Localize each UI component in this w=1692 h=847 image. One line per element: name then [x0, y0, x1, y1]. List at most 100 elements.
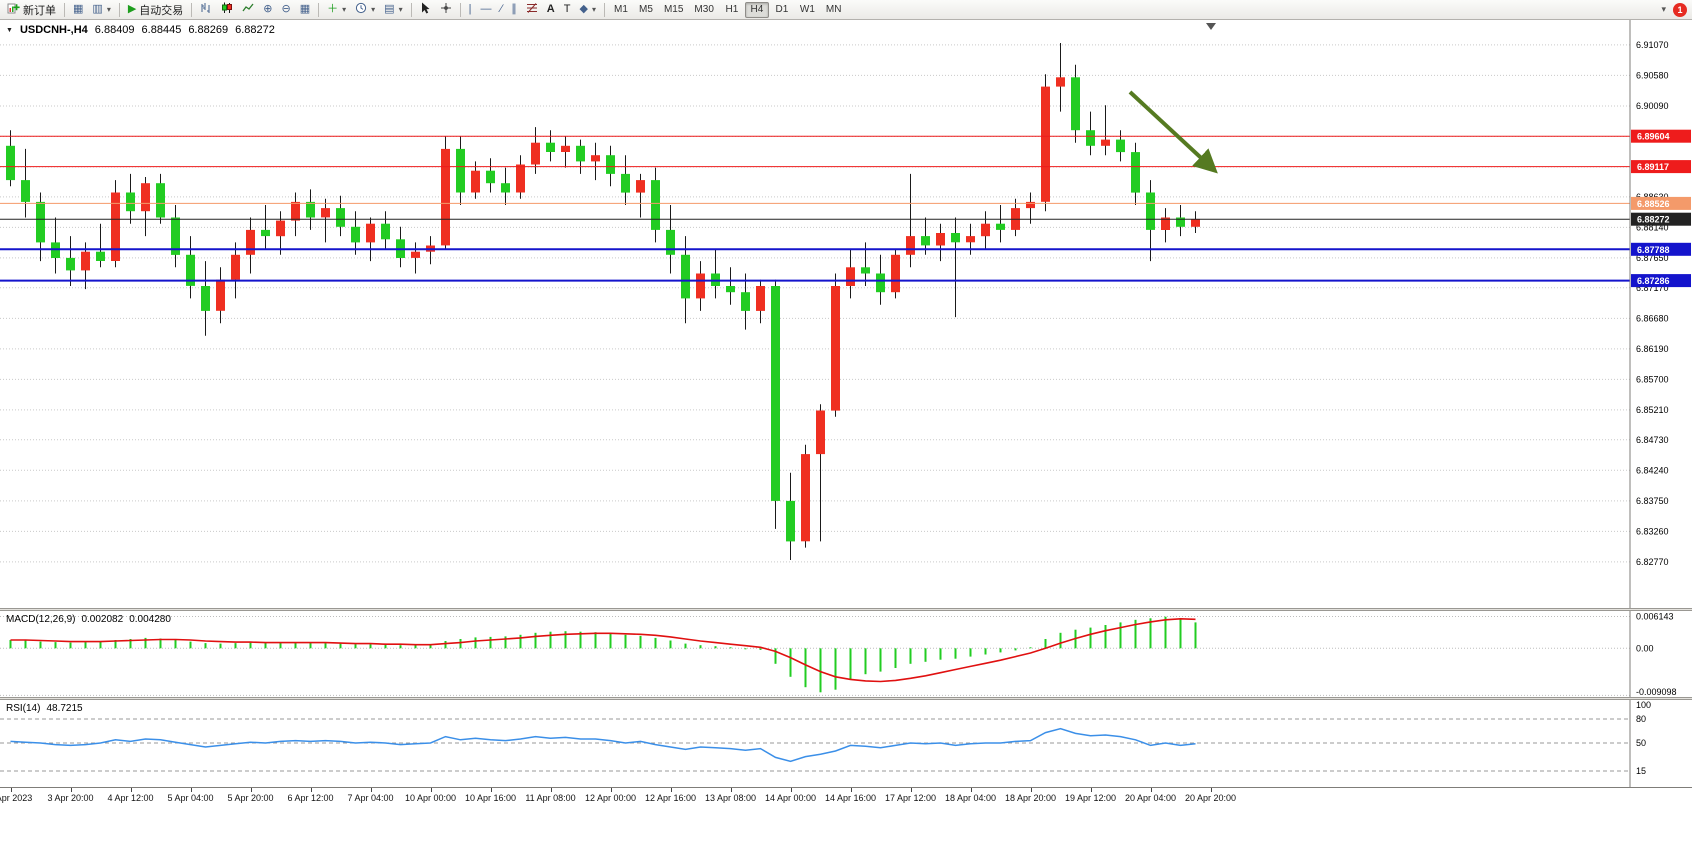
bar-chart-icon: [200, 2, 212, 17]
periods-button[interactable]: ▾: [351, 1, 379, 18]
svg-text:6.87788: 6.87788: [1637, 245, 1670, 255]
cursor-button[interactable]: [416, 1, 435, 18]
timeframe-m30-button[interactable]: M30: [694, 4, 714, 15]
trendline-button[interactable]: ∕: [496, 1, 506, 18]
tile-windows-button[interactable]: ▦: [296, 1, 314, 18]
indicators-icon: ＋: [327, 3, 339, 15]
timeframe-h4-button[interactable]: H4: [744, 1, 769, 18]
chevron-down-icon[interactable]: ▼: [6, 26, 13, 34]
time-axis[interactable]: 3 Apr 2023 3 Apr 20:00 4 Apr 12:00 5 Apr 04…: [0, 787, 1692, 805]
price-pane: 6.910706.905806.900906.896006.891106.886…: [0, 20, 1692, 608]
zoom-out-button[interactable]: ⊖: [278, 1, 295, 18]
rsi-label: RSI(14) 48.7215: [6, 703, 83, 714]
tile-windows-icon: ▦: [299, 3, 311, 15]
templates-button[interactable]: ▤ ▾: [380, 1, 406, 18]
new-order-button[interactable]: 新订单: [3, 1, 60, 18]
text-label-button[interactable]: T: [560, 1, 575, 18]
time-axis-label: 3 Apr 2023: [0, 793, 33, 803]
chevron-down-icon: ▾: [342, 5, 347, 14]
svg-text:6.85210: 6.85210: [1636, 405, 1669, 415]
time-axis-label: 12 Apr 16:00: [644, 793, 697, 803]
timeframe-m1-button[interactable]: M1: [614, 4, 628, 15]
text-button[interactable]: A: [543, 1, 559, 18]
time-axis-label: 5 Apr 20:00: [227, 793, 274, 803]
svg-text:15: 15: [1636, 766, 1646, 776]
symbol-period-label: USDCNH-,H4: [19, 24, 88, 36]
bottom-strip: [0, 805, 1692, 847]
time-tick: [130, 788, 132, 792]
line-chart-button[interactable]: [238, 1, 258, 18]
chevron-down-icon: ▾: [106, 5, 111, 14]
svg-text:6.88140: 6.88140: [1636, 222, 1669, 232]
svg-text:0.006143: 0.006143: [1636, 612, 1674, 622]
separator: [410, 2, 412, 17]
toolbar: 新订单 ▦ ▥ ▾ ▶ 自动交易 ⊕ ⊖ ▦ ＋ ▾ ▾ ▤ ▾: [0, 0, 1692, 20]
time-tick: [1210, 788, 1212, 792]
time-axis-label: 17 Apr 12:00: [884, 793, 937, 803]
high-value: 6.88445: [141, 24, 182, 36]
crosshair-button[interactable]: [436, 1, 456, 18]
macd-canvas[interactable]: 0.006143 0.00 -0.009098: [0, 611, 1692, 697]
zoom-in-button[interactable]: ⊕: [259, 1, 276, 18]
time-tick: [1150, 788, 1152, 792]
autotrading-label: 自动交易: [139, 4, 184, 17]
svg-text:6.87170: 6.87170: [1636, 283, 1669, 293]
toolbar-overflow-icon[interactable]: ▾: [1661, 4, 1666, 14]
timeframe-m5-button[interactable]: M5: [639, 4, 653, 15]
time-tick: [970, 788, 972, 792]
separator: [118, 2, 120, 17]
svg-text:6.86190: 6.86190: [1636, 344, 1669, 354]
price-chart-canvas[interactable]: 6.910706.905806.900906.896006.891106.886…: [0, 20, 1692, 608]
pane-splitter[interactable]: [0, 697, 1692, 700]
channel-button[interactable]: ∥: [507, 1, 521, 18]
open-value: 6.88409: [94, 24, 135, 36]
notification-badge[interactable]: 1: [1673, 2, 1687, 17]
macd-pane: 0.006143 0.00 -0.009098 MACD(12,26,9) 0.00…: [0, 611, 1692, 697]
time-axis-label: 5 Apr 04:00: [167, 793, 214, 803]
profiles-icon: ▥: [92, 3, 103, 15]
fibonacci-button[interactable]: [522, 1, 542, 18]
bar-chart-button[interactable]: [196, 1, 216, 18]
autotrading-button[interactable]: ▶ 自动交易: [124, 1, 187, 18]
timeframe-w1-button[interactable]: W1: [799, 4, 815, 15]
arrows-button[interactable]: ◆ ▾: [575, 1, 599, 18]
svg-text:6.89604: 6.89604: [1637, 132, 1670, 142]
time-axis-label: 14 Apr 00:00: [764, 793, 817, 803]
time-tick: [790, 788, 792, 792]
svg-text:6.90090: 6.90090: [1636, 101, 1669, 111]
pane-splitter[interactable]: [0, 608, 1692, 611]
time-tick: [610, 788, 612, 792]
candlestick-chart-button[interactable]: [217, 1, 237, 18]
chevron-down-icon: ▾: [371, 5, 376, 14]
timeframe-d1-button[interactable]: D1: [775, 4, 789, 15]
separator: [64, 2, 65, 17]
horizontal-line-button[interactable]: —: [476, 1, 495, 18]
svg-text:6.84730: 6.84730: [1636, 435, 1669, 445]
time-tick: [730, 788, 732, 792]
close-value: 6.88272: [235, 24, 275, 36]
macd-label: MACD(12,26,9) 0.002082 0.004280: [6, 614, 171, 625]
timeframe-h1-button[interactable]: H1: [725, 4, 739, 15]
time-axis-label: 20 Apr 04:00: [1124, 793, 1177, 803]
text-label-icon: T: [563, 3, 571, 15]
svg-text:0.00: 0.00: [1636, 643, 1654, 653]
rsi-canvas[interactable]: 100 80 50 15: [0, 700, 1692, 787]
time-tick: [310, 788, 312, 792]
timeframe-m15-button[interactable]: M15: [663, 4, 684, 15]
svg-text:6.90580: 6.90580: [1636, 70, 1669, 80]
indicators-button[interactable]: ＋ ▾: [323, 1, 350, 18]
time-tick: [490, 788, 492, 792]
time-tick: [70, 788, 72, 792]
time-axis-label: 20 Apr 20:00: [1184, 793, 1237, 803]
new-chart-button[interactable]: ▦: [69, 1, 87, 18]
profiles-button[interactable]: ▥ ▾: [88, 1, 114, 18]
separator: [191, 2, 193, 17]
trendline-icon: ∕: [500, 3, 503, 15]
svg-text:6.91070: 6.91070: [1636, 40, 1669, 50]
separator: [603, 2, 605, 17]
vertical-line-button[interactable]: |: [465, 1, 476, 18]
macd-main-value: 0.002082: [81, 614, 124, 625]
timeframe-mn-button[interactable]: MN: [825, 4, 842, 15]
time-tick: [370, 788, 372, 792]
